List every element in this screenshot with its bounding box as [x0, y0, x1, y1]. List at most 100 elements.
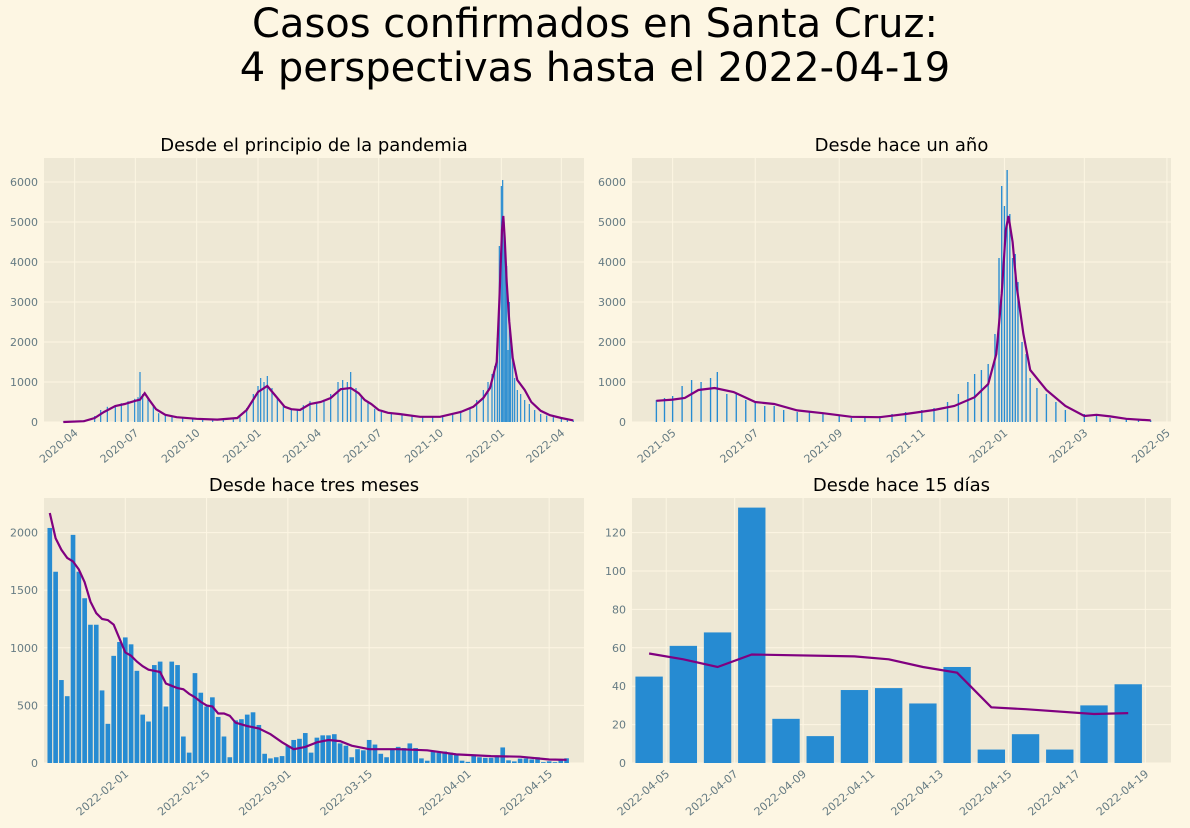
bar — [422, 417, 424, 422]
x-tick-label: 2022-04-15 — [957, 767, 1014, 818]
bar — [796, 412, 798, 422]
bar — [572, 420, 574, 422]
bar — [558, 759, 564, 763]
x-tick-label: 2022-02-01 — [74, 767, 131, 818]
y-tick-label: 0 — [619, 757, 626, 770]
bar — [452, 414, 454, 422]
bar — [128, 644, 134, 763]
bar — [528, 404, 530, 422]
y-tick-label: 60 — [612, 642, 626, 655]
bar — [192, 673, 198, 763]
bar — [783, 410, 785, 422]
bar — [552, 417, 554, 422]
bar — [442, 415, 444, 422]
bar — [442, 751, 447, 763]
bar — [290, 408, 292, 422]
bar — [477, 757, 482, 763]
bar — [360, 396, 362, 422]
x-tick-label: 2022-04-19 — [1094, 767, 1151, 818]
bar — [487, 382, 489, 422]
bar — [291, 739, 296, 763]
x-tick-label: 2022-05 — [1129, 426, 1173, 466]
y-tick-label: 80 — [612, 603, 626, 616]
bar — [337, 382, 339, 422]
bar — [987, 364, 989, 422]
bar — [175, 665, 180, 763]
bar — [500, 747, 506, 763]
bar — [378, 753, 384, 763]
bar — [957, 394, 960, 422]
x-tick-label: 2022-04 — [524, 426, 568, 466]
bar — [506, 266, 508, 422]
rolling-average-line — [656, 215, 1151, 422]
bar — [395, 746, 401, 763]
x-tick-label: 2022-04-11 — [820, 767, 877, 818]
bar — [355, 388, 357, 422]
figure-title-line-2: 4 perspectivas hasta el 2022-04-19 — [239, 45, 951, 91]
bar — [424, 760, 430, 763]
x-tick-label: 2022-03 — [1047, 426, 1091, 466]
bar — [297, 738, 302, 763]
bar — [146, 721, 151, 763]
bar — [186, 752, 192, 763]
x-tick-label: 2021-10 — [402, 426, 446, 466]
x-tick-label: 2022-02-15 — [155, 767, 212, 818]
bar — [560, 418, 562, 422]
x-tick-label: 2022-01 — [967, 426, 1011, 466]
bar — [114, 405, 116, 422]
bar — [850, 418, 853, 422]
bar — [271, 388, 273, 422]
bar — [343, 745, 349, 763]
bar — [471, 756, 476, 763]
bar — [512, 761, 517, 763]
bar — [460, 410, 462, 422]
bar — [1046, 749, 1074, 763]
bar — [337, 743, 343, 763]
y-tick-label: 4000 — [10, 256, 38, 269]
bar — [967, 382, 969, 422]
bar — [246, 408, 248, 422]
bar — [100, 410, 102, 422]
bar — [541, 762, 546, 763]
bar — [1095, 416, 1098, 422]
bar — [139, 372, 141, 422]
x-tick-label: 2022-03-01 — [236, 767, 293, 818]
bar — [134, 670, 140, 763]
bar — [266, 376, 268, 422]
bar — [390, 412, 392, 422]
bar — [430, 751, 436, 763]
bar — [413, 748, 418, 763]
bar — [390, 749, 395, 763]
chart-panel-1: Desde el principio de la pandemia 0 1000 20… — [10, 135, 584, 466]
bar — [308, 752, 314, 763]
bar — [326, 735, 331, 763]
bar — [330, 394, 332, 422]
x-tick-label: 2022-04-07 — [683, 767, 740, 818]
x-tick-label: 2021-05 — [635, 426, 679, 466]
bar — [453, 753, 459, 763]
bar — [703, 632, 732, 763]
bar — [448, 752, 453, 763]
bar — [512, 354, 514, 422]
bar — [212, 419, 214, 422]
bar — [690, 380, 693, 422]
figure-title-line-1: Casos confirmados en Santa Cruz: — [252, 1, 938, 47]
bar — [546, 761, 552, 763]
y-tick-label: 6000 — [10, 176, 38, 189]
bar — [1021, 342, 1023, 422]
y-tick-label: 5000 — [10, 216, 38, 229]
bar — [134, 398, 136, 422]
bar — [152, 665, 157, 763]
bar — [117, 642, 122, 763]
bar — [122, 637, 128, 763]
bar — [946, 402, 949, 422]
bar — [998, 258, 1000, 422]
bar — [361, 750, 366, 763]
bar — [891, 414, 893, 422]
bar — [198, 692, 204, 763]
bar — [516, 390, 518, 422]
bar — [482, 757, 488, 763]
bar — [502, 180, 504, 422]
y-tick-label: 120 — [605, 527, 626, 540]
bar — [202, 419, 204, 422]
